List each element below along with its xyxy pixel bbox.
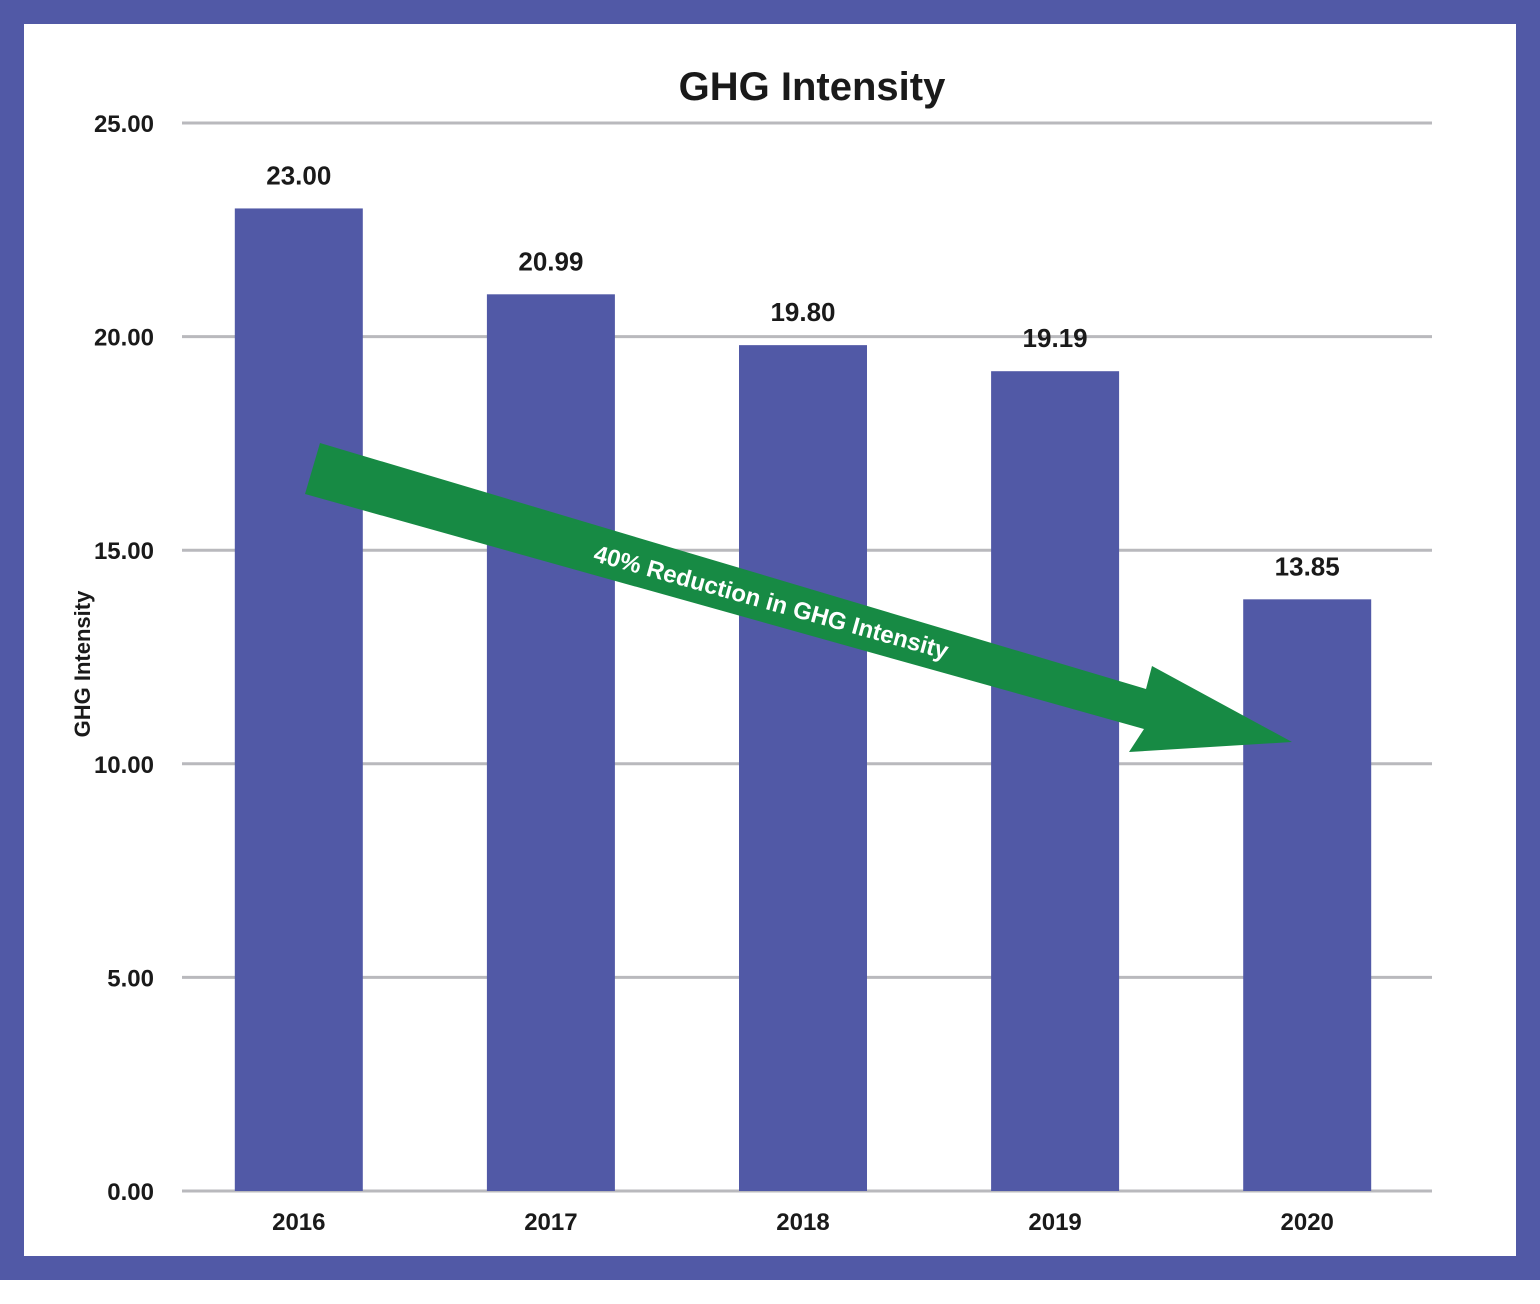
y-tick-label: 20.00 xyxy=(94,325,154,352)
data-label: 20.99 xyxy=(518,246,583,276)
y-tick-label: 10.00 xyxy=(94,752,154,779)
bar-2020 xyxy=(1243,599,1372,1191)
data-label: 19.80 xyxy=(770,297,835,327)
x-tick-label: 2018 xyxy=(776,1209,829,1236)
bar-2019 xyxy=(991,371,1120,1191)
bar-2018 xyxy=(739,345,867,1191)
bar-2016 xyxy=(234,208,363,1191)
trend-arrow-shape xyxy=(305,443,1292,752)
y-axis-label: GHG Intensity xyxy=(70,590,95,737)
bar-2017 xyxy=(486,294,615,1191)
y-tick-label: 25.00 xyxy=(94,111,154,138)
y-tick-label: 5.00 xyxy=(107,965,154,992)
data-label: 23.00 xyxy=(266,160,331,190)
chart-text: GHG Intensity GHG Intensity 0.00 5.00 10.0… xyxy=(70,65,1340,1236)
data-label: 13.85 xyxy=(1275,551,1340,581)
data-label: 19.19 xyxy=(1023,323,1088,353)
x-tick-label: 2020 xyxy=(1281,1209,1334,1236)
bar-chart: 40% Reduction in GHG Intensity GHG Inten… xyxy=(70,65,1432,1236)
x-tick-label: 2019 xyxy=(1028,1209,1081,1236)
bars xyxy=(234,208,1372,1191)
x-tick-label: 2017 xyxy=(524,1209,577,1236)
y-tick-label: 0.00 xyxy=(107,1179,154,1206)
chart-title: GHG Intensity xyxy=(679,65,946,109)
x-tick-label: 2016 xyxy=(272,1209,325,1236)
y-tick-label: 15.00 xyxy=(94,538,154,565)
